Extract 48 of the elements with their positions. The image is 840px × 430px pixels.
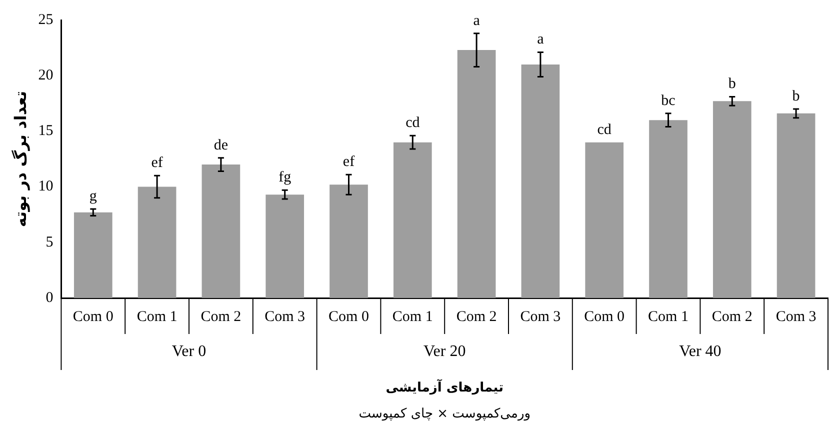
- bar: [74, 212, 112, 298]
- y-tick-label: 10: [38, 178, 54, 195]
- y-tick-label: 15: [38, 123, 54, 140]
- bar: [202, 164, 240, 298]
- y-axis-title: تعداد برگ در بوته: [10, 90, 30, 228]
- x-axis-title: تیمارهای آزمایشی: [386, 378, 504, 396]
- x-tick-label: Com 2: [200, 308, 242, 325]
- bar: [712, 101, 752, 298]
- bar: [138, 186, 176, 298]
- data-label: b: [792, 88, 800, 104]
- x-tick-label: Com 3: [520, 308, 561, 325]
- data-label: de: [214, 137, 228, 154]
- bar: [457, 50, 496, 298]
- text: Ver 0: [172, 343, 206, 360]
- bar: [393, 142, 432, 298]
- data-label: a: [537, 32, 544, 48]
- bar: [330, 184, 368, 298]
- x-tick-label: Com 0: [584, 308, 625, 325]
- y-tick-label: 0: [46, 290, 54, 306]
- y-tick-label: 5: [46, 234, 54, 250]
- bar: [266, 194, 304, 298]
- y-tick-label: 25: [38, 12, 54, 28]
- text: Ver 20: [423, 343, 466, 360]
- text: Ver 40: [679, 343, 722, 360]
- bar: [776, 113, 816, 298]
- data-label: ef: [151, 155, 163, 172]
- y-tick-label: 20: [38, 68, 54, 84]
- x-tick-label: Com 1: [648, 308, 688, 325]
- bar: [521, 64, 560, 298]
- x-tick-label: Com 2: [712, 308, 752, 325]
- x-tick-label: Com 2: [456, 308, 497, 325]
- x-tick-label: Com 3: [776, 308, 816, 325]
- data-label: a: [473, 12, 480, 29]
- x-tick-label: Com 1: [136, 308, 178, 325]
- data-label: fg: [278, 170, 292, 186]
- bar: [585, 142, 624, 298]
- x-tick-label: Com 0: [328, 308, 369, 325]
- x-tick-label: Com 0: [72, 308, 114, 325]
- text: ورمی‌کمپوست × چای کمپوست: [358, 406, 531, 422]
- data-label: b: [728, 76, 736, 92]
- bar: [649, 120, 688, 298]
- x-tick-label: Com 1: [392, 308, 433, 325]
- data-label: ef: [342, 154, 355, 170]
- x-tick-label: Com 3: [264, 308, 306, 325]
- data-label: cd: [406, 115, 420, 132]
- data-label: g: [89, 188, 98, 204]
- data-label: cd: [597, 122, 612, 138]
- data-label: bc: [661, 92, 676, 109]
